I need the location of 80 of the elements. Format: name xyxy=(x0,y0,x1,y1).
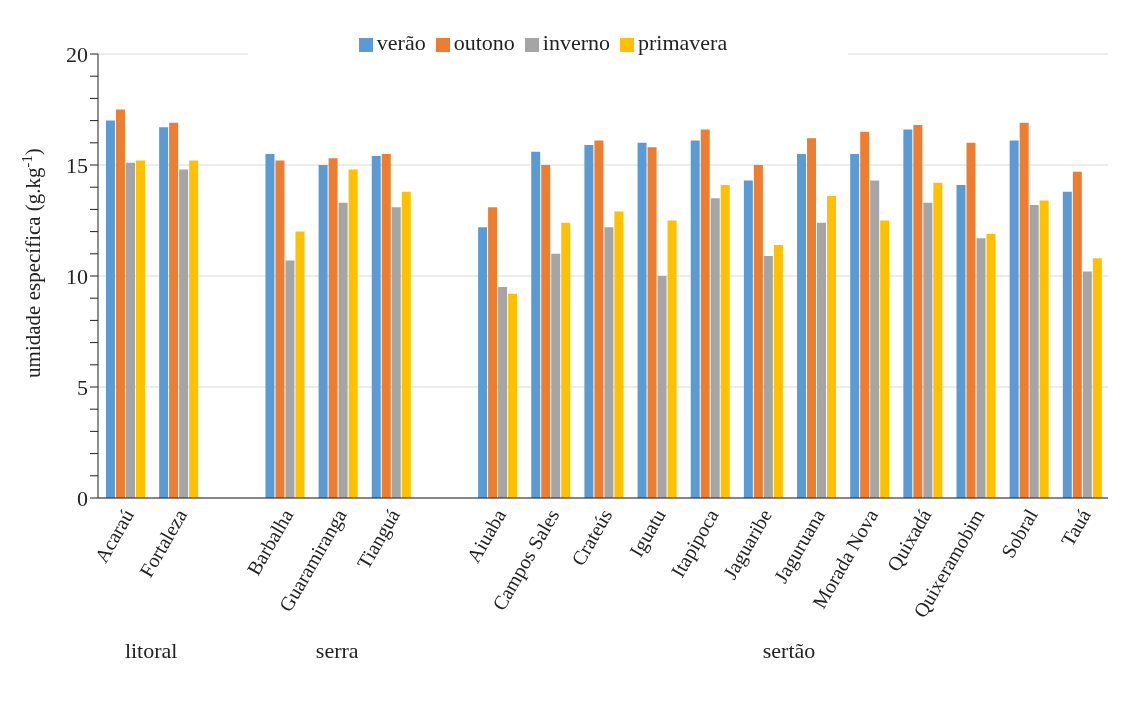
bar xyxy=(614,211,624,498)
bar xyxy=(1082,271,1092,498)
bar xyxy=(371,156,381,498)
bar xyxy=(508,293,518,498)
bar xyxy=(1029,204,1039,498)
legend-label: inverno xyxy=(542,30,610,55)
y-tick-label: 0 xyxy=(77,485,88,511)
bar xyxy=(700,129,710,498)
bar xyxy=(1062,191,1072,498)
bar xyxy=(1019,122,1029,498)
bar xyxy=(275,160,285,498)
bar xyxy=(827,196,837,498)
text: serra xyxy=(314,638,360,664)
bar xyxy=(903,129,913,498)
bar xyxy=(179,169,189,498)
bar xyxy=(584,145,594,498)
bar xyxy=(318,165,328,498)
bar xyxy=(594,140,604,498)
bar xyxy=(807,138,817,498)
bar xyxy=(880,220,890,498)
bar xyxy=(135,160,145,498)
bar xyxy=(498,287,508,498)
bar xyxy=(169,122,179,498)
bar xyxy=(637,142,647,498)
legend-label: verão xyxy=(376,30,426,55)
bar xyxy=(763,256,773,498)
bar xyxy=(265,153,275,498)
bar xyxy=(720,184,730,498)
bar xyxy=(105,120,115,498)
bar xyxy=(328,158,338,498)
bar xyxy=(125,162,135,498)
bar xyxy=(159,127,169,498)
bar xyxy=(966,142,976,498)
bar xyxy=(488,207,498,498)
text: sertão xyxy=(761,638,817,664)
bar xyxy=(797,153,807,498)
bar xyxy=(690,140,700,498)
bar xyxy=(956,184,966,498)
bar xyxy=(753,165,763,498)
y-tick-label: 20 xyxy=(66,41,88,67)
bar xyxy=(667,220,677,498)
bar xyxy=(1072,171,1082,498)
bar xyxy=(381,153,391,498)
bar xyxy=(647,147,657,498)
bar xyxy=(541,165,551,498)
bar xyxy=(115,109,125,498)
bar xyxy=(933,182,943,498)
bar xyxy=(1039,200,1049,498)
bar xyxy=(976,238,986,498)
bar xyxy=(1092,258,1102,498)
bar xyxy=(561,222,571,498)
bar xyxy=(285,260,295,498)
bar xyxy=(189,160,199,498)
bar xyxy=(773,244,783,498)
bar xyxy=(923,202,933,498)
bar xyxy=(295,231,305,498)
bar xyxy=(913,125,923,498)
bar xyxy=(870,180,880,498)
bar xyxy=(986,233,996,498)
bar xyxy=(860,131,870,498)
y-tick-label: 15 xyxy=(66,152,88,178)
bar xyxy=(657,276,667,498)
bar xyxy=(1009,140,1019,498)
bar xyxy=(743,180,753,498)
legend-label: primavera xyxy=(638,30,728,55)
bar xyxy=(817,222,827,498)
bar xyxy=(348,169,358,498)
bar xyxy=(338,202,348,498)
bar xyxy=(531,151,541,498)
bar xyxy=(391,207,401,498)
y-tick-label: 5 xyxy=(77,374,88,400)
bar xyxy=(850,153,860,498)
bar xyxy=(710,198,720,498)
bar xyxy=(478,227,488,498)
legend-label: outono xyxy=(453,30,515,55)
bar xyxy=(551,253,561,498)
bar xyxy=(401,191,411,498)
text: litoral xyxy=(123,638,179,664)
bar xyxy=(604,227,614,498)
y-tick-label: 10 xyxy=(66,263,88,289)
